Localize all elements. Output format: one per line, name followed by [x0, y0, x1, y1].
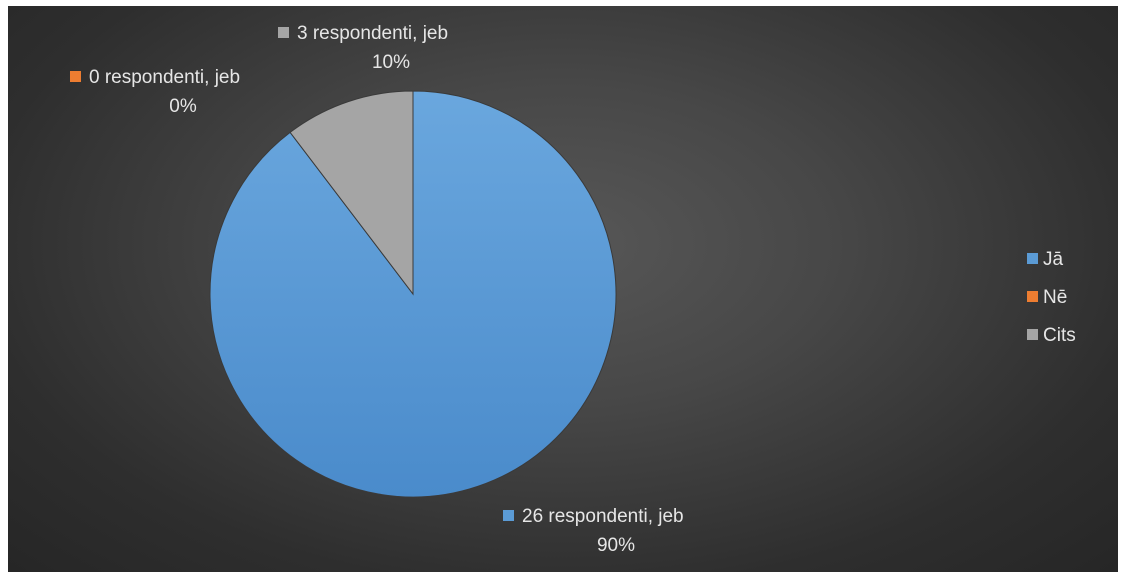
pie-slice-cits	[289, 90, 414, 296]
data-label-ja-line2: 90%	[597, 535, 635, 556]
legend-marker-cits	[1027, 329, 1038, 340]
data-label-ne: 0 respondenti, jeb 0%	[70, 67, 240, 117]
legend-marker-ja	[1027, 253, 1038, 264]
data-label-cits-line2: 10%	[372, 52, 410, 73]
chart-area: 26 respondenti, jeb 90% 0 respondenti, j…	[8, 6, 1118, 572]
data-label-ne-marker	[70, 71, 81, 82]
pie-chart: 26 respondenti, jeb 90% 0 respondenti, j…	[70, 23, 1076, 556]
data-label-ja-marker	[503, 510, 514, 521]
legend-item-ja: Jā	[1043, 249, 1064, 270]
data-label-cits-line1: 3 respondenti, jeb	[297, 23, 448, 44]
data-label-cits-marker	[278, 27, 289, 38]
data-label-ja-line1: 26 respondenti, jeb	[522, 506, 684, 527]
data-label-ne-line2: 0%	[169, 96, 197, 117]
legend-item-cits: Cits	[1043, 325, 1076, 346]
data-label-ja: 26 respondenti, jeb 90%	[503, 506, 684, 556]
legend-marker-ne	[1027, 291, 1038, 302]
legend: Jā Nē Cits	[1027, 249, 1076, 346]
data-label-cits: 3 respondenti, jeb 10%	[278, 23, 448, 73]
data-label-ne-line1: 0 respondenti, jeb	[89, 67, 240, 88]
legend-item-ne: Nē	[1043, 287, 1067, 308]
